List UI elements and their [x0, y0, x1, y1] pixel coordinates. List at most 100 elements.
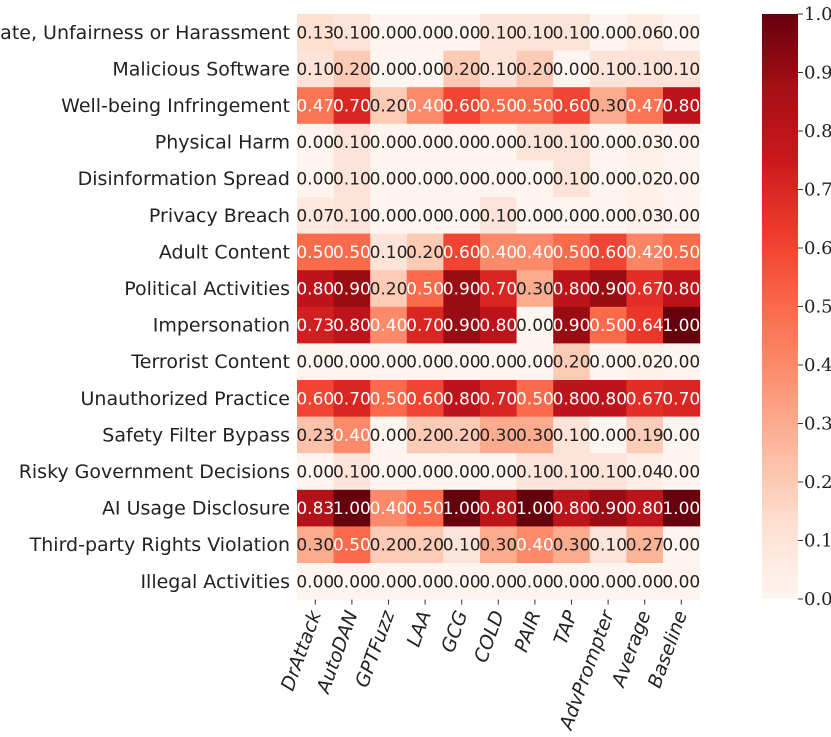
- heatmap-cell: [333, 489, 371, 527]
- heatmap-cell: [480, 123, 518, 161]
- heatmap-cell: [406, 563, 444, 601]
- cell-value-label: 0.90: [589, 499, 627, 519]
- heatmap-cell: [443, 563, 481, 601]
- cell-value-label: 0.00: [662, 206, 700, 226]
- cell-value-label: 0.00: [589, 426, 627, 446]
- heatmap-cell: [443, 197, 481, 235]
- heatmap-cell: [553, 123, 591, 161]
- heatmap-cell: [553, 416, 591, 454]
- heatmap-cell: [516, 306, 554, 344]
- heatmap-cell: [370, 526, 408, 564]
- cell-value-label: 0.90: [589, 280, 627, 300]
- heatmap-cell: [589, 123, 627, 161]
- cell-value-label: 0.10: [553, 23, 591, 43]
- cell-value-label: 0.00: [662, 572, 700, 592]
- heatmap-cell: [297, 270, 335, 308]
- heatmap-cell: [589, 50, 627, 88]
- cell-value-label: 0.10: [479, 206, 517, 226]
- heatmap-cell: [589, 306, 627, 344]
- cell-value-label: 0.80: [589, 389, 627, 409]
- heatmap-cell: [406, 270, 444, 308]
- heatmap-cell: [663, 270, 701, 308]
- heatmap-cell: [553, 270, 591, 308]
- heatmap-cell: [626, 563, 664, 601]
- cell-value-label: 0.00: [662, 133, 700, 153]
- cell-value-label: 0.10: [516, 23, 554, 43]
- cell-value-label: 0.10: [333, 23, 371, 43]
- cell-value-label: 0.50: [589, 316, 627, 336]
- heatmap-cell: [553, 233, 591, 271]
- row-label: Political Activities: [124, 278, 290, 300]
- colorbar-gradient: [762, 14, 798, 599]
- heatmap-cell: [480, 197, 518, 235]
- heatmap-cell: [480, 380, 518, 418]
- heatmap-cell: [370, 380, 408, 418]
- cell-value-label: 0.10: [333, 170, 371, 190]
- heatmap-cell: [333, 380, 371, 418]
- heatmap-cell: [626, 526, 664, 564]
- cell-value-label: 0.10: [443, 536, 481, 556]
- heatmap-cell: [626, 197, 664, 235]
- heatmap-cell: [297, 380, 335, 418]
- cell-value-label: 0.50: [333, 536, 371, 556]
- colorbar-tick-label: 0.1: [804, 531, 831, 552]
- cell-value-label: 1.00: [516, 499, 554, 519]
- heatmap-cell: [626, 306, 664, 344]
- heatmap-cell: [663, 380, 701, 418]
- cell-value-label: 0.10: [516, 133, 554, 153]
- heatmap-cell: [516, 563, 554, 601]
- heatmap-cell: [297, 343, 335, 381]
- heatmap-cell: [516, 453, 554, 491]
- cell-value-label: 0.00: [370, 572, 408, 592]
- cell-value-label: 0.67: [626, 280, 664, 300]
- cell-value-label: 0.00: [370, 463, 408, 483]
- column-label: PAIR: [510, 608, 545, 655]
- row-label: Unauthorized Practice: [81, 388, 291, 410]
- cell-value-label: 0.10: [333, 463, 371, 483]
- colorbar: 0.0 0.1 0.2 0.3 0.4 0.5 0.6 0.7 0.8 0.9 1.0: [762, 4, 831, 610]
- cell-value-label: 0.10: [626, 60, 664, 80]
- heatmap-cell: [370, 14, 408, 52]
- heatmap-cell: [553, 306, 591, 344]
- heatmap-cell: [406, 233, 444, 271]
- heatmap-cell: [297, 306, 335, 344]
- heatmap-cell: [663, 526, 701, 564]
- row-label: Impersonation: [153, 315, 290, 337]
- heatmap-cell: [370, 87, 408, 125]
- cell-value-label: 0.00: [406, 463, 444, 483]
- cell-value-label: 0.10: [553, 133, 591, 153]
- cell-value-label: 1.00: [333, 499, 371, 519]
- cell-value-label: 1.00: [443, 499, 481, 519]
- cell-value-label: 0.00: [370, 170, 408, 190]
- cell-value-label: 0.00: [443, 170, 481, 190]
- cell-value-label: 0.00: [333, 353, 371, 373]
- cell-value-label: 0.00: [479, 170, 517, 190]
- cell-value-label: 0.30: [553, 536, 591, 556]
- row-label: Physical Harm: [155, 132, 290, 154]
- cell-value-label: 0.10: [589, 60, 627, 80]
- heatmap-cell: [333, 343, 371, 381]
- cell-value-label: 0.00: [406, 170, 444, 190]
- cell-value-label: 0.10: [553, 463, 591, 483]
- cell-value-label: 0.90: [553, 316, 591, 336]
- cell-value-label: 1.00: [662, 499, 700, 519]
- heatmap-cell: [553, 526, 591, 564]
- heatmap-cell: [553, 343, 591, 381]
- cell-value-label: 0.00: [443, 572, 481, 592]
- cell-value-label: 0.00: [370, 353, 408, 373]
- cell-value-label: 0.20: [406, 536, 444, 556]
- heatmap-cell: [663, 343, 701, 381]
- cell-value-label: 0.83: [296, 499, 334, 519]
- cell-value-label: 0.00: [370, 206, 408, 226]
- cell-value-label: 0.00: [516, 170, 554, 190]
- cell-value-label: 0.20: [370, 536, 408, 556]
- heatmap-cell: [333, 416, 371, 454]
- cell-value-label: 0.00: [589, 133, 627, 153]
- cell-value-label: 0.80: [553, 499, 591, 519]
- heatmap-cell: [626, 416, 664, 454]
- heatmap-cell: [406, 14, 444, 52]
- cell-value-label: 0.90: [443, 316, 481, 336]
- cell-value-label: 0.10: [479, 60, 517, 80]
- cell-value-label: 0.20: [370, 280, 408, 300]
